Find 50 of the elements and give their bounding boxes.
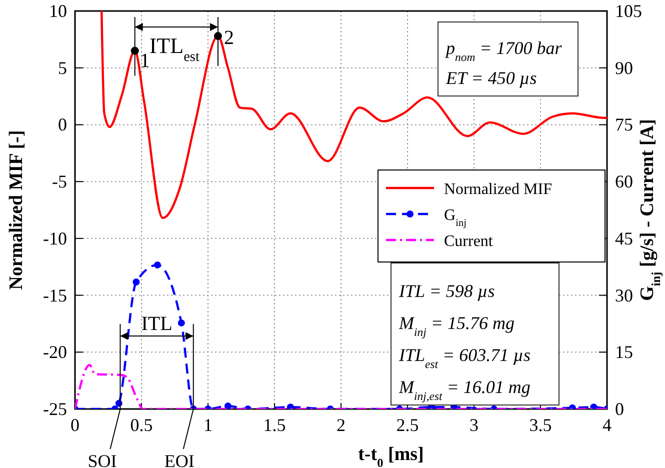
y-tick-label: -25 xyxy=(43,399,67,419)
annotation: 1 xyxy=(140,50,150,72)
annotation: ITL$_{est}$ xyxy=(149,33,200,65)
y2-tick-label: 75 xyxy=(615,114,633,135)
x-tick-label: 4 xyxy=(602,415,612,435)
y2-tick-label: 90 xyxy=(615,58,633,78)
x-tick-label: 3.5 xyxy=(529,415,552,435)
annotation: M$_{inj}$ = 15.76 mg xyxy=(398,313,514,338)
annotation: ITL xyxy=(141,313,172,335)
point xyxy=(286,404,294,409)
legend-label: Normalized MIF xyxy=(444,181,552,198)
y-axis-title: Normalized MIF [-] xyxy=(6,130,27,290)
x-tick-label: 2 xyxy=(336,415,346,435)
annotation: EOI xyxy=(164,451,194,468)
y-tick-label: -5 xyxy=(52,172,67,192)
line-series xyxy=(100,11,607,220)
y-tick-label: 0 xyxy=(58,114,67,135)
legend-label: Current xyxy=(444,233,494,250)
y2-tick-label: 30 xyxy=(615,285,633,306)
annotation: ITL = 598 µs xyxy=(398,281,495,301)
x-tick-label: 3 xyxy=(470,415,478,435)
x-tick-label: 1.5 xyxy=(263,415,286,435)
point xyxy=(132,278,140,286)
x-tick-label: 1 xyxy=(204,415,212,435)
annotation: SOI xyxy=(88,451,117,468)
annotation: ET = 450 µs xyxy=(445,68,537,88)
y2-tick-label: 0 xyxy=(615,399,624,419)
x-tick-label: 0.5 xyxy=(130,415,153,435)
annotation: M$_{inj,est}$ = 16.01 mg xyxy=(398,377,530,402)
y-tick-label: -15 xyxy=(43,285,67,306)
y2-tick-label: 105 xyxy=(615,1,642,21)
point xyxy=(154,261,161,268)
point xyxy=(178,319,185,326)
y-tick-label: -20 xyxy=(43,342,67,362)
x-axis-title: t-t$_{0}$ [ms] xyxy=(358,444,424,468)
y-tick-label: -10 xyxy=(43,228,67,248)
point xyxy=(590,404,598,409)
y2-tick-label: 60 xyxy=(615,172,633,192)
x-tick-label: 2.5 xyxy=(396,415,419,435)
legend-label: G$_{inj}$ xyxy=(444,207,467,228)
line-series xyxy=(75,364,607,409)
annotation: ITL$_{est}$ = 603.71 µs xyxy=(398,345,531,370)
y2-tick-label: 15 xyxy=(615,342,633,362)
annotation: p$_{nom}$ = 1700 bar xyxy=(444,38,563,64)
y2-tick-label: 45 xyxy=(615,228,633,248)
point xyxy=(224,402,232,409)
y-tick-label: 10 xyxy=(49,1,67,21)
x-tick-label: 0 xyxy=(70,415,80,435)
y-tick-label: 5 xyxy=(58,58,67,78)
annotation: 2 xyxy=(224,27,234,50)
